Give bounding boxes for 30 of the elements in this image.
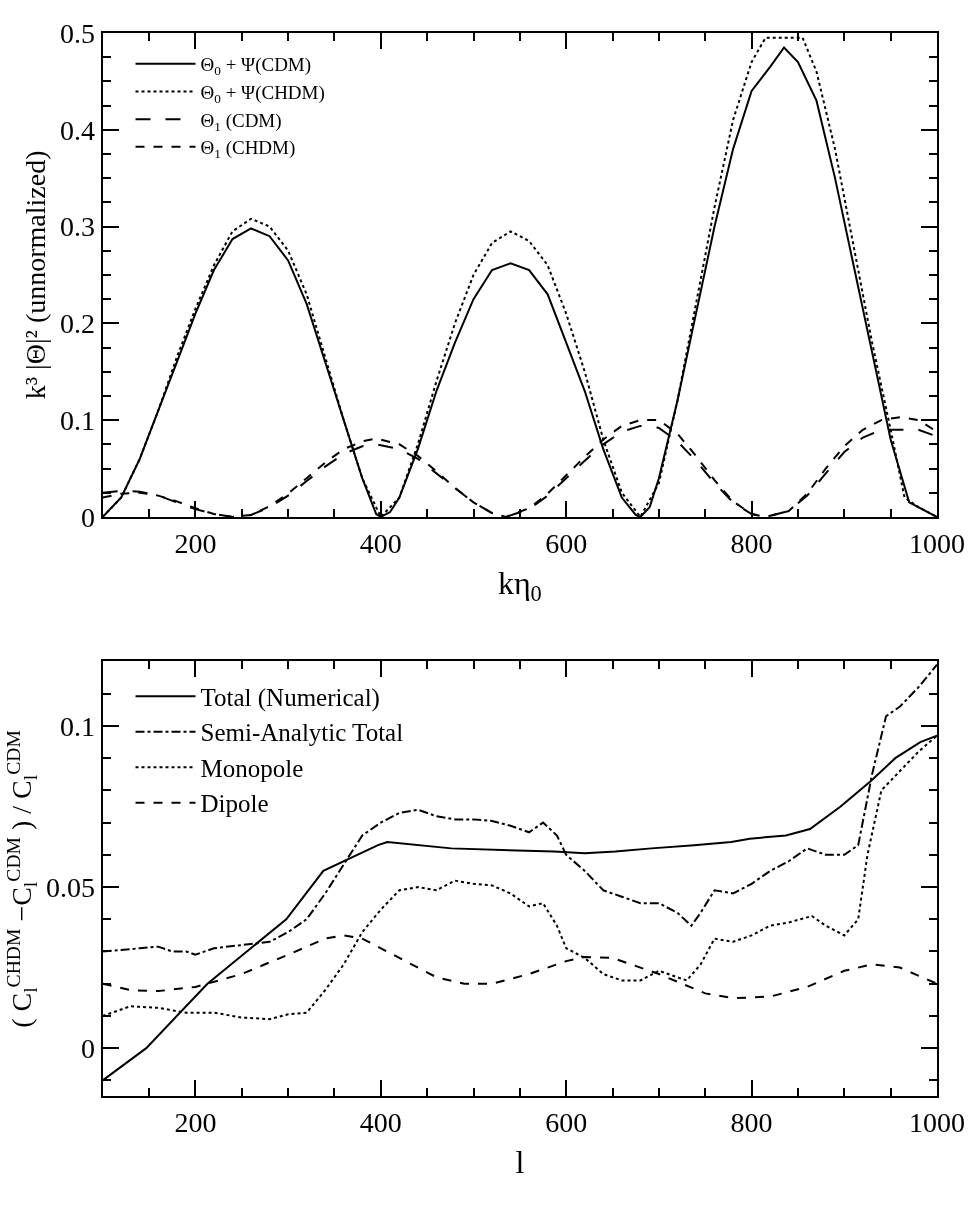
x-tick-label: 1000 xyxy=(909,1107,965,1139)
x-tick-label: 1000 xyxy=(909,527,965,559)
x-axis-title: l xyxy=(515,1144,525,1181)
legend-label: Total (Numerical) xyxy=(200,683,380,712)
x-tick-label: 800 xyxy=(730,527,773,559)
legend-label: Semi-Analytic Total xyxy=(200,719,404,747)
legend-label: Θ$_{1}$ (CHDM) xyxy=(200,137,296,162)
x-tick-label: 800 xyxy=(730,1107,773,1139)
legend-label: Dipole xyxy=(200,790,269,818)
legend-label: Θ$_{1}$ (CDM) xyxy=(200,109,282,134)
y-tick-label: 0 xyxy=(81,1032,96,1064)
y-tick-label: 0.1 xyxy=(60,404,96,436)
x-tick-label: 600 xyxy=(545,1107,588,1139)
legend-label: Θ$_{0}$ + Ψ(CDM) xyxy=(200,54,312,79)
y-tick-label: 0.1 xyxy=(60,710,96,742)
x-tick-label: 600 xyxy=(545,527,588,559)
x-tick-label: 400 xyxy=(359,527,402,559)
y-tick-label: 0.05 xyxy=(46,871,96,903)
y-axis-title: k³ |Θ|² (unnormalized) xyxy=(20,150,52,400)
legend-label: Monopole xyxy=(200,754,304,782)
x-axis-title: kη$_{0}$ xyxy=(497,564,542,606)
x-tick-label: 200 xyxy=(174,527,217,559)
y-tick-label: 0.2 xyxy=(60,308,96,340)
y-tick-label: 0 xyxy=(81,501,96,533)
x-tick-label: 400 xyxy=(359,1107,402,1139)
y-tick-label: 0.4 xyxy=(60,114,96,146)
y-tick-label: 0.5 xyxy=(60,17,96,49)
x-tick-label: 200 xyxy=(174,1107,217,1139)
y-tick-label: 0.3 xyxy=(60,211,96,243)
legend-label: Θ$_{0}$ + Ψ(CHDM) xyxy=(200,81,325,106)
